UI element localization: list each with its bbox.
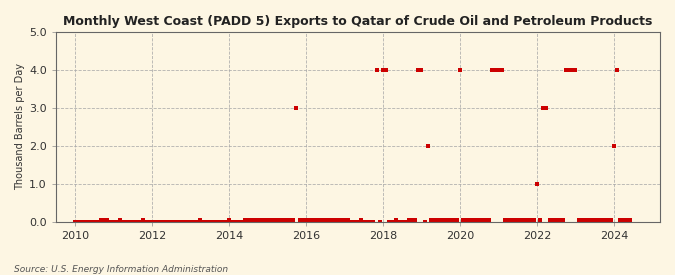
Y-axis label: Thousand Barrels per Day: Thousand Barrels per Day bbox=[15, 63, 25, 190]
Title: Monthly West Coast (PADD 5) Exports to Qatar of Crude Oil and Petroleum Products: Monthly West Coast (PADD 5) Exports to Q… bbox=[63, 15, 653, 28]
Text: Source: U.S. Energy Information Administration: Source: U.S. Energy Information Administ… bbox=[14, 265, 227, 274]
